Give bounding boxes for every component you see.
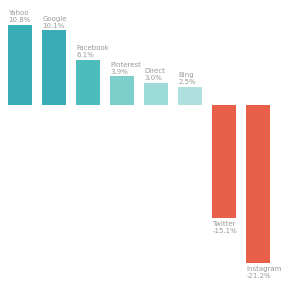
Bar bbox=[42, 30, 66, 105]
Text: Instagram
-21.2%: Instagram -21.2% bbox=[246, 266, 282, 279]
Text: Twitter
-15.1%: Twitter -15.1% bbox=[212, 220, 237, 234]
Bar bbox=[212, 105, 236, 218]
Text: Facebook
6.1%: Facebook 6.1% bbox=[76, 45, 109, 58]
Bar bbox=[246, 105, 270, 263]
Bar bbox=[76, 60, 100, 105]
Text: Google
10.1%: Google 10.1% bbox=[43, 16, 67, 28]
Bar bbox=[144, 83, 168, 105]
Text: Direct
3.0%: Direct 3.0% bbox=[144, 68, 165, 81]
Text: Yahoo
10.8%: Yahoo 10.8% bbox=[8, 10, 31, 23]
Bar bbox=[178, 87, 202, 105]
Text: Pinterest
3.9%: Pinterest 3.9% bbox=[110, 61, 141, 75]
Bar bbox=[8, 25, 32, 105]
Bar bbox=[110, 76, 134, 105]
Text: Bing
2.5%: Bing 2.5% bbox=[178, 72, 196, 85]
